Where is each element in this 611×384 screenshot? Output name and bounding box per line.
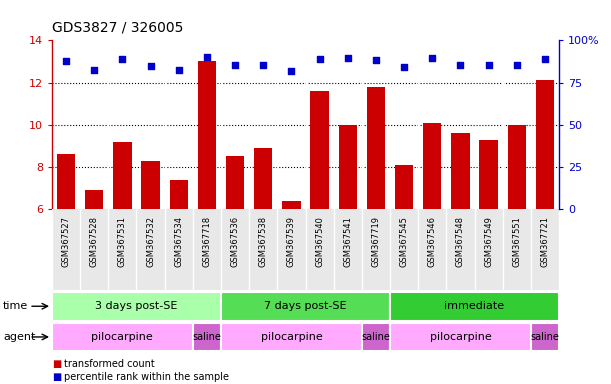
Text: GDS3827 / 326005: GDS3827 / 326005 (52, 21, 183, 35)
Text: pilocarpine: pilocarpine (260, 332, 322, 342)
Bar (508, 125, 526, 209)
Point (287, 68, 296, 74)
Text: ■: ■ (52, 372, 61, 382)
Text: GSM367548: GSM367548 (456, 216, 465, 267)
Text: agent: agent (3, 332, 35, 342)
Text: GSM367541: GSM367541 (343, 216, 353, 266)
Text: ■: ■ (52, 359, 61, 369)
Text: GSM367551: GSM367551 (512, 216, 521, 266)
Text: time: time (3, 301, 28, 311)
Bar (170, 180, 188, 209)
Point (399, 64, 409, 70)
Text: GSM367532: GSM367532 (146, 216, 155, 267)
Bar (390, 292, 559, 321)
Bar (226, 157, 244, 209)
Text: 7 days post-SE: 7 days post-SE (264, 301, 347, 311)
Bar (52, 323, 193, 351)
Bar (113, 142, 131, 209)
Bar (198, 61, 216, 209)
Text: GSM367538: GSM367538 (258, 216, 268, 267)
Text: GSM367539: GSM367539 (287, 216, 296, 267)
Bar (338, 125, 357, 209)
Point (371, 57, 381, 63)
Point (117, 56, 127, 63)
Bar (221, 323, 362, 351)
Text: GSM367721: GSM367721 (541, 216, 549, 267)
Point (174, 67, 184, 73)
Bar (480, 140, 498, 209)
Text: GSM367534: GSM367534 (174, 216, 183, 267)
Text: saline: saline (530, 332, 560, 342)
Text: saline: saline (192, 332, 221, 342)
Text: GSM367719: GSM367719 (371, 216, 381, 267)
Text: GSM367549: GSM367549 (484, 216, 493, 266)
Point (540, 56, 550, 63)
Point (61, 58, 71, 65)
Bar (536, 81, 554, 209)
Bar (221, 292, 390, 321)
Text: GSM367531: GSM367531 (118, 216, 127, 267)
Bar (85, 190, 103, 209)
Point (512, 61, 522, 68)
Point (230, 61, 240, 68)
Bar (390, 323, 531, 351)
Text: GSM367545: GSM367545 (400, 216, 409, 266)
Text: GSM367536: GSM367536 (230, 216, 240, 267)
Text: GSM367528: GSM367528 (90, 216, 99, 267)
Text: immediate: immediate (444, 301, 505, 311)
Bar (531, 323, 559, 351)
Text: pilocarpine: pilocarpine (92, 332, 153, 342)
Text: GSM367718: GSM367718 (202, 216, 211, 267)
Point (145, 63, 155, 69)
Text: saline: saline (362, 332, 390, 342)
Bar (254, 148, 273, 209)
Bar (310, 91, 329, 209)
Bar (141, 161, 159, 209)
Text: percentile rank within the sample: percentile rank within the sample (64, 372, 229, 382)
Bar (362, 323, 390, 351)
Point (428, 55, 437, 61)
Bar (423, 123, 441, 209)
Text: transformed count: transformed count (64, 359, 155, 369)
Text: GSM367546: GSM367546 (428, 216, 437, 267)
Bar (367, 87, 385, 209)
Bar (52, 292, 221, 321)
Bar (57, 154, 75, 209)
Text: pilocarpine: pilocarpine (430, 332, 491, 342)
Point (484, 61, 494, 68)
Text: GSM367540: GSM367540 (315, 216, 324, 266)
Bar (193, 323, 221, 351)
Text: 3 days post-SE: 3 days post-SE (95, 301, 178, 311)
Point (315, 56, 324, 63)
Bar (282, 201, 301, 209)
Bar (452, 133, 470, 209)
Point (202, 54, 212, 60)
Text: GSM367527: GSM367527 (62, 216, 70, 267)
Point (456, 61, 466, 68)
Point (258, 61, 268, 68)
Bar (395, 165, 413, 209)
Point (89, 67, 99, 73)
Point (343, 55, 353, 61)
